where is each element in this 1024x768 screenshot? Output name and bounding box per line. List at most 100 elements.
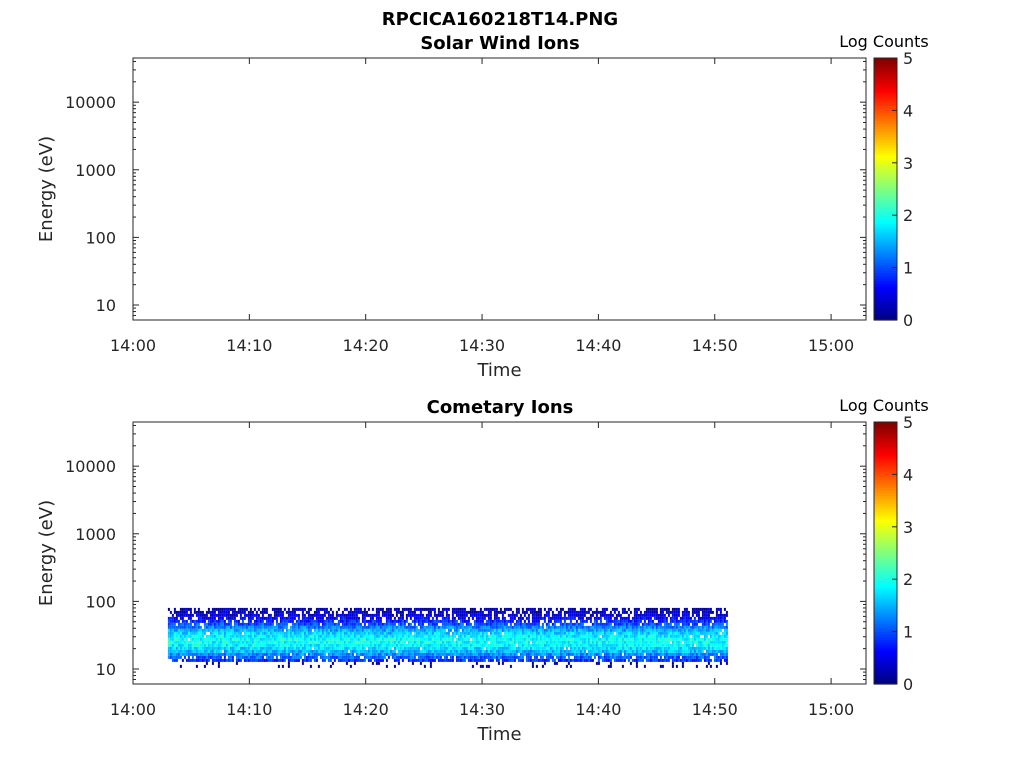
spectrogram-cell [399, 619, 402, 623]
spectrogram-cell [473, 640, 476, 644]
spectrogram-cell [379, 619, 382, 623]
spectrogram-cell [687, 628, 690, 632]
spectrogram-cell [265, 637, 268, 641]
spectrogram-cell [391, 637, 394, 641]
spectrogram-cell [665, 616, 668, 620]
spectrogram-cell [629, 610, 632, 614]
spectrogram-cell [189, 622, 192, 626]
spectrogram-cell [499, 607, 502, 611]
spectrogram-cell [431, 631, 434, 635]
spectrogram-cell [505, 658, 508, 662]
spectrogram-cell [179, 634, 182, 638]
spectrogram-cell [309, 616, 312, 620]
spectrogram-cell [665, 607, 668, 611]
spectrogram-cell [299, 643, 302, 647]
spectrogram-cell [445, 634, 448, 638]
spectrogram-cell [517, 622, 520, 626]
spectrogram-cell [551, 634, 554, 638]
colorbar-swatch [874, 126, 897, 130]
spectrogram-cell [669, 637, 672, 641]
spectrogram-cell [383, 646, 386, 650]
spectrogram-cell [585, 640, 588, 644]
spectrogram-cell [487, 628, 490, 632]
spectrogram-cell [607, 664, 610, 668]
spectrogram-cell [395, 637, 398, 641]
spectrogram-cell [341, 625, 344, 629]
spectrogram-cell [677, 655, 680, 659]
spectrogram-cell [455, 658, 458, 662]
colorbar-swatch [874, 497, 897, 502]
spectrogram-cell [475, 643, 478, 647]
spectrogram-cell [427, 658, 430, 662]
colorbar-swatch [874, 516, 897, 520]
spectrogram-cell [553, 652, 556, 656]
spectrogram-cell [311, 640, 314, 644]
spectrogram-cell [529, 652, 532, 656]
spectrogram-cell [707, 622, 710, 626]
spectrogram-cell [427, 625, 430, 629]
spectrogram-cell [353, 610, 356, 614]
spectrogram-cell [597, 649, 600, 653]
spectrogram-cell [533, 616, 536, 620]
spectrogram-cell [471, 625, 474, 629]
spectrogram-cell [267, 613, 270, 617]
spectrogram-cell [605, 622, 608, 626]
spectrogram-cell [605, 631, 608, 635]
spectrogram-cell [319, 652, 322, 656]
spectrogram-cell [365, 610, 368, 614]
spectrogram-cell [671, 646, 674, 650]
spectrogram-cell [197, 619, 200, 623]
spectrogram-cell [283, 634, 286, 638]
spectrogram-cell [225, 640, 228, 644]
spectrogram-cell [211, 652, 214, 656]
spectrogram-cell [501, 613, 504, 617]
spectrogram-cell [401, 658, 404, 662]
spectrogram-cell [705, 655, 708, 659]
spectrogram-cell [269, 649, 272, 653]
spectrogram-cell [649, 607, 652, 611]
spectrogram-cell [197, 655, 200, 659]
spectrogram-cell [323, 631, 326, 635]
spectrogram-cell [315, 616, 318, 620]
spectrogram-cell [577, 613, 580, 617]
spectrogram-cell [413, 619, 416, 623]
spectrogram-cell [613, 634, 616, 638]
spectrogram-cell [425, 616, 428, 620]
spectrogram-cell [629, 625, 632, 629]
spectrogram-cell [355, 649, 358, 653]
spectrogram-cell [463, 646, 466, 650]
spectrogram-cell [279, 631, 282, 635]
spectrogram-cell [579, 655, 582, 659]
spectrogram-cell [327, 634, 330, 638]
colorbar-swatch [874, 681, 897, 685]
spectrogram-cell [619, 625, 622, 629]
spectrogram-cell [339, 628, 342, 632]
spectrogram-cell [275, 658, 278, 662]
colorbar-swatch [874, 649, 897, 654]
spectrogram-cell [449, 652, 452, 656]
spectrogram-cell [525, 634, 528, 638]
spectrogram-cell [223, 610, 226, 614]
spectrogram-cell [317, 634, 320, 638]
spectrogram-cell [625, 610, 628, 614]
spectrogram-cell [465, 655, 468, 659]
spectrogram-cell [631, 634, 634, 638]
spectrogram-cell [335, 637, 338, 641]
spectrogram-cell [249, 613, 252, 617]
spectrogram-cell [669, 634, 672, 638]
colorbar-swatch [874, 613, 897, 617]
spectrogram-cell [699, 658, 702, 662]
spectrogram-cell [525, 658, 528, 662]
spectrogram-cell [511, 658, 514, 662]
spectrogram-cell [389, 634, 392, 638]
spectrogram-cell [405, 634, 408, 638]
colorbar-swatch [874, 466, 897, 470]
axes-frame [132, 421, 867, 685]
spectrogram-cell [189, 658, 192, 662]
spectrogram-cell [695, 640, 698, 644]
spectrogram-cell [349, 655, 352, 659]
spectrogram-cell [593, 652, 596, 656]
spectrogram-cell [351, 625, 354, 629]
colorbar-swatch [874, 115, 897, 119]
